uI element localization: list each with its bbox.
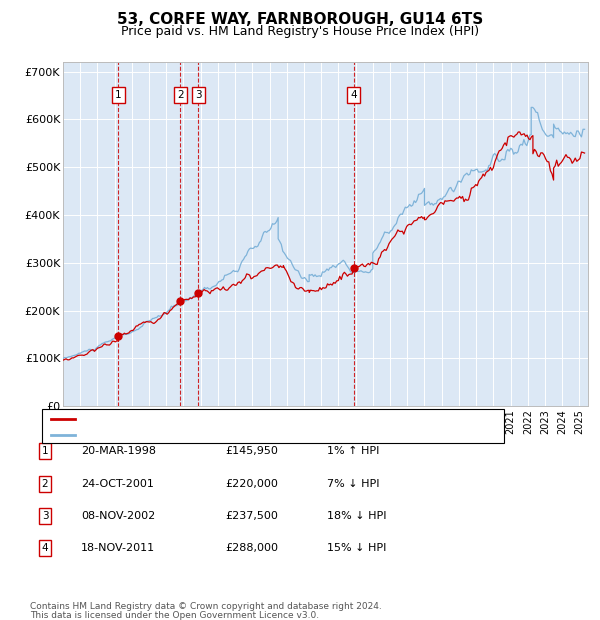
Text: £288,000: £288,000	[225, 543, 278, 553]
Text: 15% ↓ HPI: 15% ↓ HPI	[327, 543, 386, 553]
Text: 2: 2	[41, 479, 49, 489]
Text: £145,950: £145,950	[225, 446, 278, 456]
Text: 53, CORFE WAY, FARNBOROUGH, GU14 6TS: 53, CORFE WAY, FARNBOROUGH, GU14 6TS	[117, 12, 483, 27]
Text: £237,500: £237,500	[225, 511, 278, 521]
Text: 3: 3	[41, 511, 49, 521]
Text: 18% ↓ HPI: 18% ↓ HPI	[327, 511, 386, 521]
Text: 4: 4	[41, 543, 49, 553]
Text: 2: 2	[177, 90, 184, 100]
Text: 7% ↓ HPI: 7% ↓ HPI	[327, 479, 380, 489]
Text: Price paid vs. HM Land Registry's House Price Index (HPI): Price paid vs. HM Land Registry's House …	[121, 25, 479, 37]
Text: 18-NOV-2011: 18-NOV-2011	[81, 543, 155, 553]
Text: 53, CORFE WAY, FARNBOROUGH, GU14 6TS (detached house): 53, CORFE WAY, FARNBOROUGH, GU14 6TS (de…	[78, 414, 399, 425]
Text: 4: 4	[350, 90, 357, 100]
Text: 1: 1	[41, 446, 49, 456]
Text: HPI: Average price, detached house, Rushmoor: HPI: Average price, detached house, Rush…	[78, 430, 323, 440]
Text: 1: 1	[115, 90, 122, 100]
Text: This data is licensed under the Open Government Licence v3.0.: This data is licensed under the Open Gov…	[30, 611, 319, 619]
Text: Contains HM Land Registry data © Crown copyright and database right 2024.: Contains HM Land Registry data © Crown c…	[30, 602, 382, 611]
Text: 1% ↑ HPI: 1% ↑ HPI	[327, 446, 379, 456]
Text: £220,000: £220,000	[225, 479, 278, 489]
Text: 3: 3	[195, 90, 202, 100]
Text: 20-MAR-1998: 20-MAR-1998	[81, 446, 156, 456]
Text: 08-NOV-2002: 08-NOV-2002	[81, 511, 155, 521]
Text: 24-OCT-2001: 24-OCT-2001	[81, 479, 154, 489]
